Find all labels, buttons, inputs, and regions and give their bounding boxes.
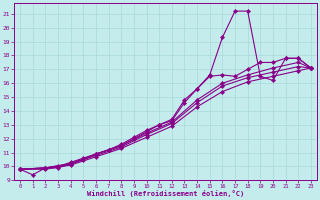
X-axis label: Windchill (Refroidissement éolien,°C): Windchill (Refroidissement éolien,°C)	[87, 190, 244, 197]
